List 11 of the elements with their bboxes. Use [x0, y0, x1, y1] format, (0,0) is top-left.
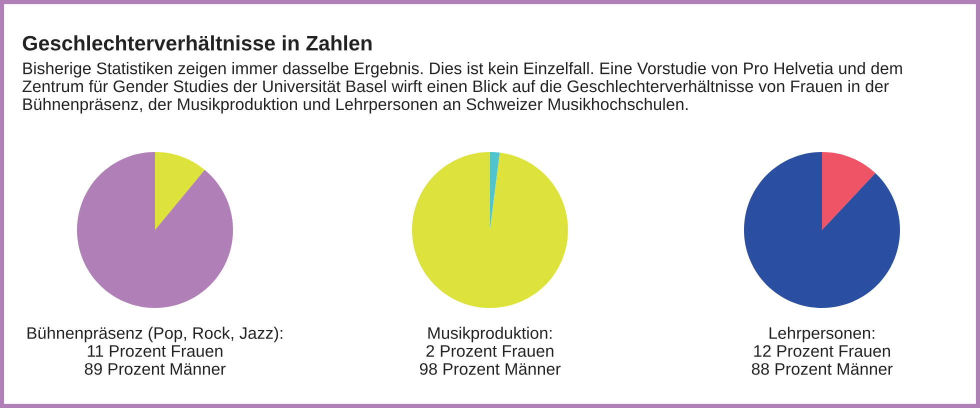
- text: Bisherige Statistiken zeigen immer dasselbe Ergebnis. Dies ist kein Einzelfall. Eine Vorstudie von Pro Helvetia und dem Zentrum für Gender Studies der Universität Basel wirft einen Blick auf die Geschlechterverhältnisse von Frauen in der Bühnenpräsenz, der Musikproduktion und Lehrpersonen an Schweizer Musikhochschulen.: [22, 62, 902, 114]
- pie-slice: [412, 152, 568, 308]
- pie-slice: [822, 152, 876, 230]
- text: Bühnenpräsenz (Pop, Rock, Jazz): 11 Prozent Frauen 89 Prozent Männer: [28, 326, 282, 375]
- pie-slice: [77, 152, 233, 308]
- pie-slice: [744, 152, 900, 308]
- pie-slice: [155, 152, 205, 230]
- chart-title: Geschlechterverhältnisse in Zahlen: [22, 35, 372, 51]
- text: Lehrpersonen: 12 Prozent Frauen 88 Prozent Männer: [752, 326, 893, 375]
- text: Musikproduktion: 2 Prozent Frauen 98 Prozent Männer: [420, 326, 561, 375]
- pie-slice: [490, 152, 500, 230]
